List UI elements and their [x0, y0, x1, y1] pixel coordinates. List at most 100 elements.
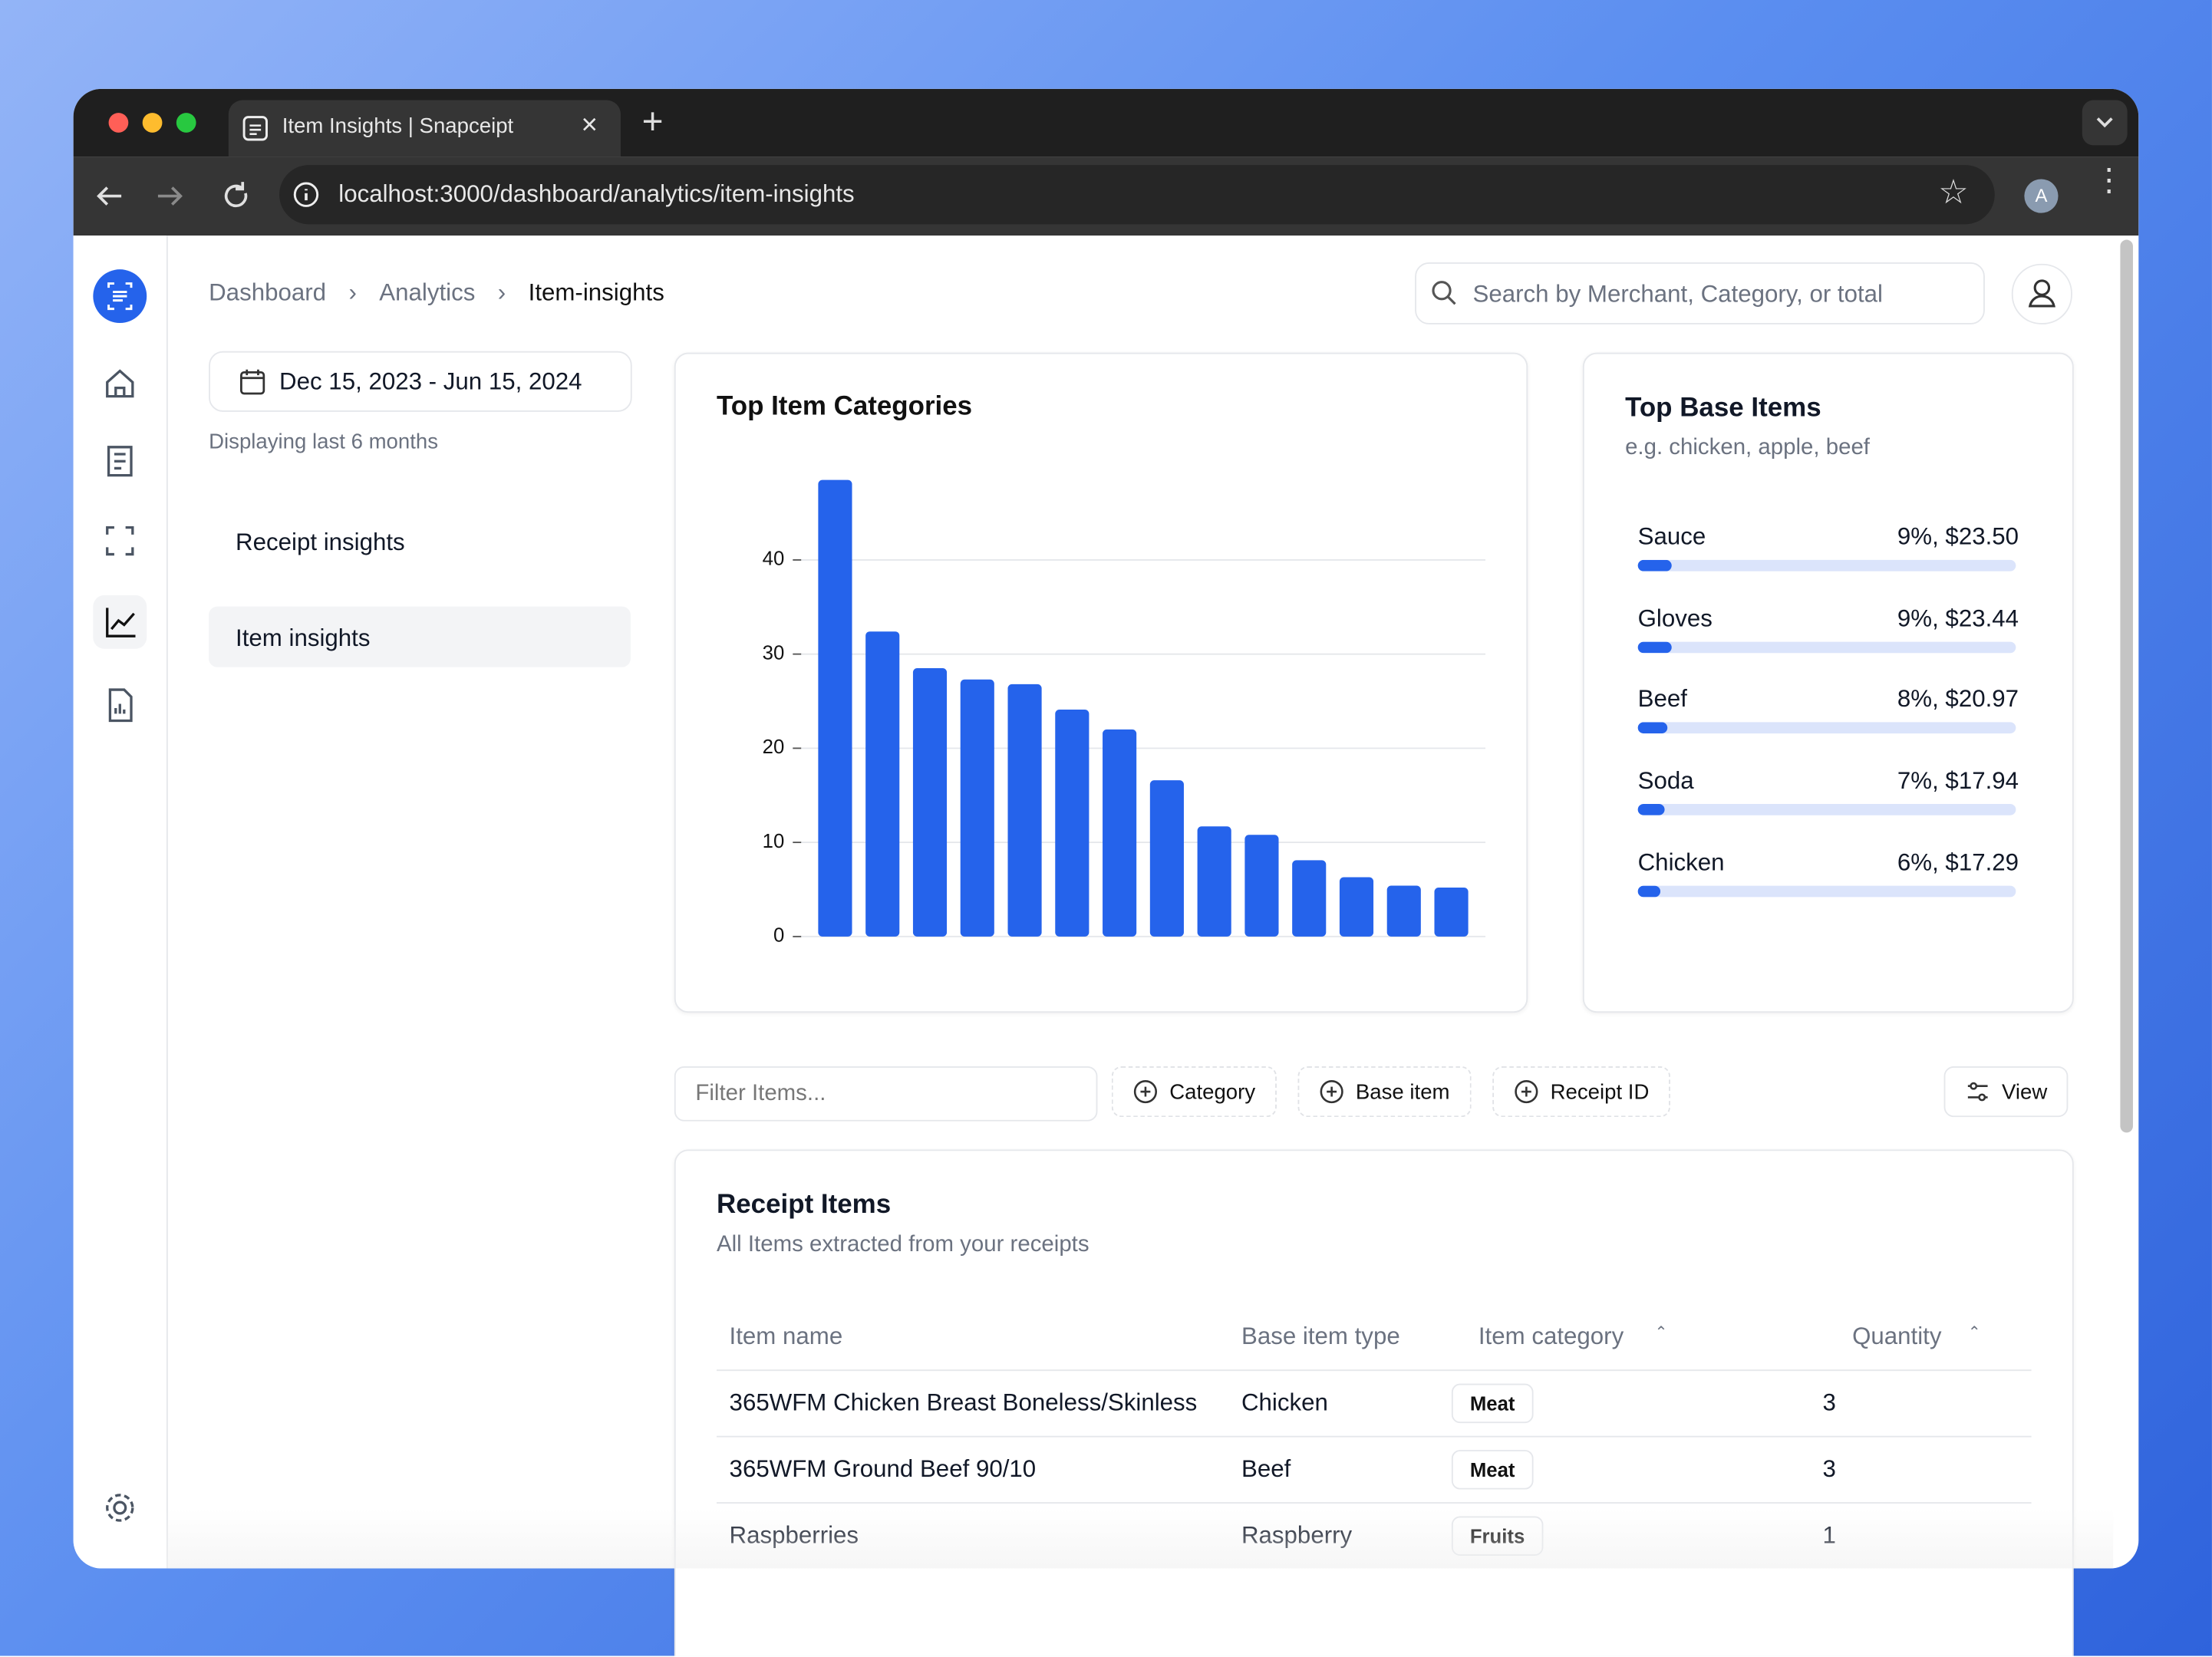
progress-fill: [1637, 723, 1669, 734]
progress-fill: [1637, 885, 1661, 897]
bar: [1292, 860, 1327, 937]
tab[interactable]: Item Insights | Snapceipt ×: [228, 100, 621, 157]
bar: [1244, 835, 1279, 937]
chart-card: Top Item Categories 0 10 20 30 40: [674, 352, 1528, 1013]
nav-item-active[interactable]: Item insights: [209, 606, 631, 667]
column-header: Quantity: [1852, 1323, 1942, 1350]
plus-icon: [1320, 1079, 1343, 1104]
filter-button[interactable]: Receipt ID: [1492, 1066, 1670, 1118]
window-controls[interactable]: [101, 109, 214, 137]
table-title: Receipt Items: [717, 1190, 892, 1221]
progress-fill: [1637, 804, 1665, 815]
progress-fill: [1637, 641, 1672, 653]
cell: 365WFM Chicken Breast Boneless/Skinless: [729, 1389, 1198, 1416]
card-title: Top Base Items: [1625, 393, 1821, 423]
y-tick-label: 10: [763, 831, 785, 852]
filter-placeholder: Filter Items...: [695, 1082, 826, 1106]
user-button[interactable]: [2011, 263, 2072, 324]
crumb-sep: ›: [497, 279, 506, 306]
y-tick-label: 30: [763, 642, 785, 664]
tab-close[interactable]: ×: [581, 110, 598, 141]
y-tick-label: 40: [763, 548, 785, 570]
item-label: 6%, $17.29: [1897, 848, 2019, 876]
plus-icon: [1515, 1079, 1538, 1104]
search-placeholder: Search by Merchant, Category, or total: [1472, 280, 1884, 308]
base-items-card: Top Base Items e.g. chicken, apple, beef…: [1582, 352, 2074, 1013]
view-label: View: [2001, 1079, 2048, 1104]
cell: 3: [1822, 1389, 1836, 1416]
toolbar: localhost:3000/dashboard/analytics/item-…: [73, 156, 2139, 236]
nav-item-label: Item insights: [236, 624, 371, 652]
filter-button[interactable]: Category: [1111, 1066, 1277, 1118]
row-rule: [717, 1435, 2032, 1438]
tab-bar: Item Insights | Snapceipt × +: [73, 88, 2139, 157]
nav-item[interactable]: Receipt insights: [236, 529, 405, 556]
bookmark[interactable]: ☆: [1938, 173, 1969, 212]
progress-fill: [1637, 559, 1672, 572]
sort-icon: ⌃: [1654, 1324, 1668, 1342]
nav-buttons[interactable]: [93, 176, 276, 216]
date-range: Dec 15, 2023 - Jun 15, 2024: [279, 367, 582, 395]
bar: [1197, 826, 1231, 937]
item-name: Sauce: [1637, 523, 1706, 551]
progress-track: [1637, 804, 2016, 815]
fade: [166, 1509, 2114, 1569]
breadcrumb: Dashboard › Analytics › Item-insights: [209, 279, 664, 308]
table-card: Receipt Items All Items extracted from y…: [674, 1149, 2074, 1656]
crumb-current: Item-insights: [528, 279, 664, 306]
new-tab[interactable]: +: [641, 100, 664, 143]
cell: Beef: [1241, 1455, 1291, 1483]
cell: 3: [1822, 1455, 1836, 1483]
chevron: [2096, 117, 2113, 128]
category-badge: Meat: [1451, 1383, 1534, 1424]
crumb[interactable]: Analytics: [379, 279, 476, 306]
calendar-icon: [240, 369, 265, 395]
filter-label: Base item: [1355, 1079, 1450, 1104]
scan-icon[interactable]: [106, 525, 134, 556]
search[interactable]: Search by Merchant, Category, or total: [1415, 262, 1985, 324]
tab-menu[interactable]: [2082, 100, 2128, 146]
home-icon[interactable]: [106, 369, 134, 398]
table-subtitle: All Items extracted from your receipts: [717, 1232, 1090, 1257]
settings-icon[interactable]: [106, 1494, 134, 1522]
chart: Top Item Categories 0 10 20 30 40: [717, 391, 1486, 947]
chart-title: Top Item Categories: [717, 391, 972, 421]
progress-track: [1637, 641, 2016, 653]
y-tick-label: 0: [773, 925, 784, 947]
scrollbar[interactable]: [2120, 239, 2133, 1133]
address-bar[interactable]: localhost:3000/dashboard/analytics/item-…: [279, 165, 1995, 225]
date-note: Displaying last 6 months: [209, 430, 439, 455]
item-label: 9%, $23.50: [1897, 523, 2019, 551]
progress-track: [1637, 559, 2016, 572]
bar: [960, 679, 994, 937]
crumb-sep: ›: [348, 279, 357, 306]
bar: [1386, 885, 1421, 937]
filter-label: Receipt ID: [1550, 1079, 1650, 1104]
date-picker[interactable]: Dec 15, 2023 - Jun 15, 2024: [209, 351, 632, 412]
filter-button[interactable]: Base item: [1297, 1066, 1472, 1118]
tab-title: Item Insights | Snapceipt: [282, 114, 514, 139]
item-name: Soda: [1637, 767, 1694, 795]
view-button[interactable]: View: [1943, 1066, 2069, 1118]
filter-label: Category: [1169, 1079, 1256, 1104]
report-icon[interactable]: [108, 688, 133, 723]
card-subtitle: e.g. chicken, apple, beef: [1625, 436, 1870, 460]
receipts-icon[interactable]: [107, 446, 133, 477]
profile[interactable]: A: [2024, 179, 2059, 213]
crumb[interactable]: Dashboard: [209, 279, 327, 306]
column-header: Base item type: [1241, 1323, 1400, 1350]
search-icon: [1432, 281, 1456, 305]
bar: [865, 631, 900, 937]
sidebar: [73, 236, 168, 1569]
tab-icon: [242, 116, 268, 141]
item-label: 9%, $23.44: [1897, 604, 2019, 632]
row-rule: [717, 1502, 2032, 1504]
filter-input[interactable]: Filter Items...: [674, 1066, 1098, 1122]
header-rule: [717, 1369, 2032, 1372]
menu[interactable]: ⋮: [2093, 162, 2125, 198]
bar: [1007, 684, 1042, 937]
progress-track: [1637, 885, 2016, 897]
cell: 365WFM Ground Beef 90/10: [729, 1455, 1037, 1483]
